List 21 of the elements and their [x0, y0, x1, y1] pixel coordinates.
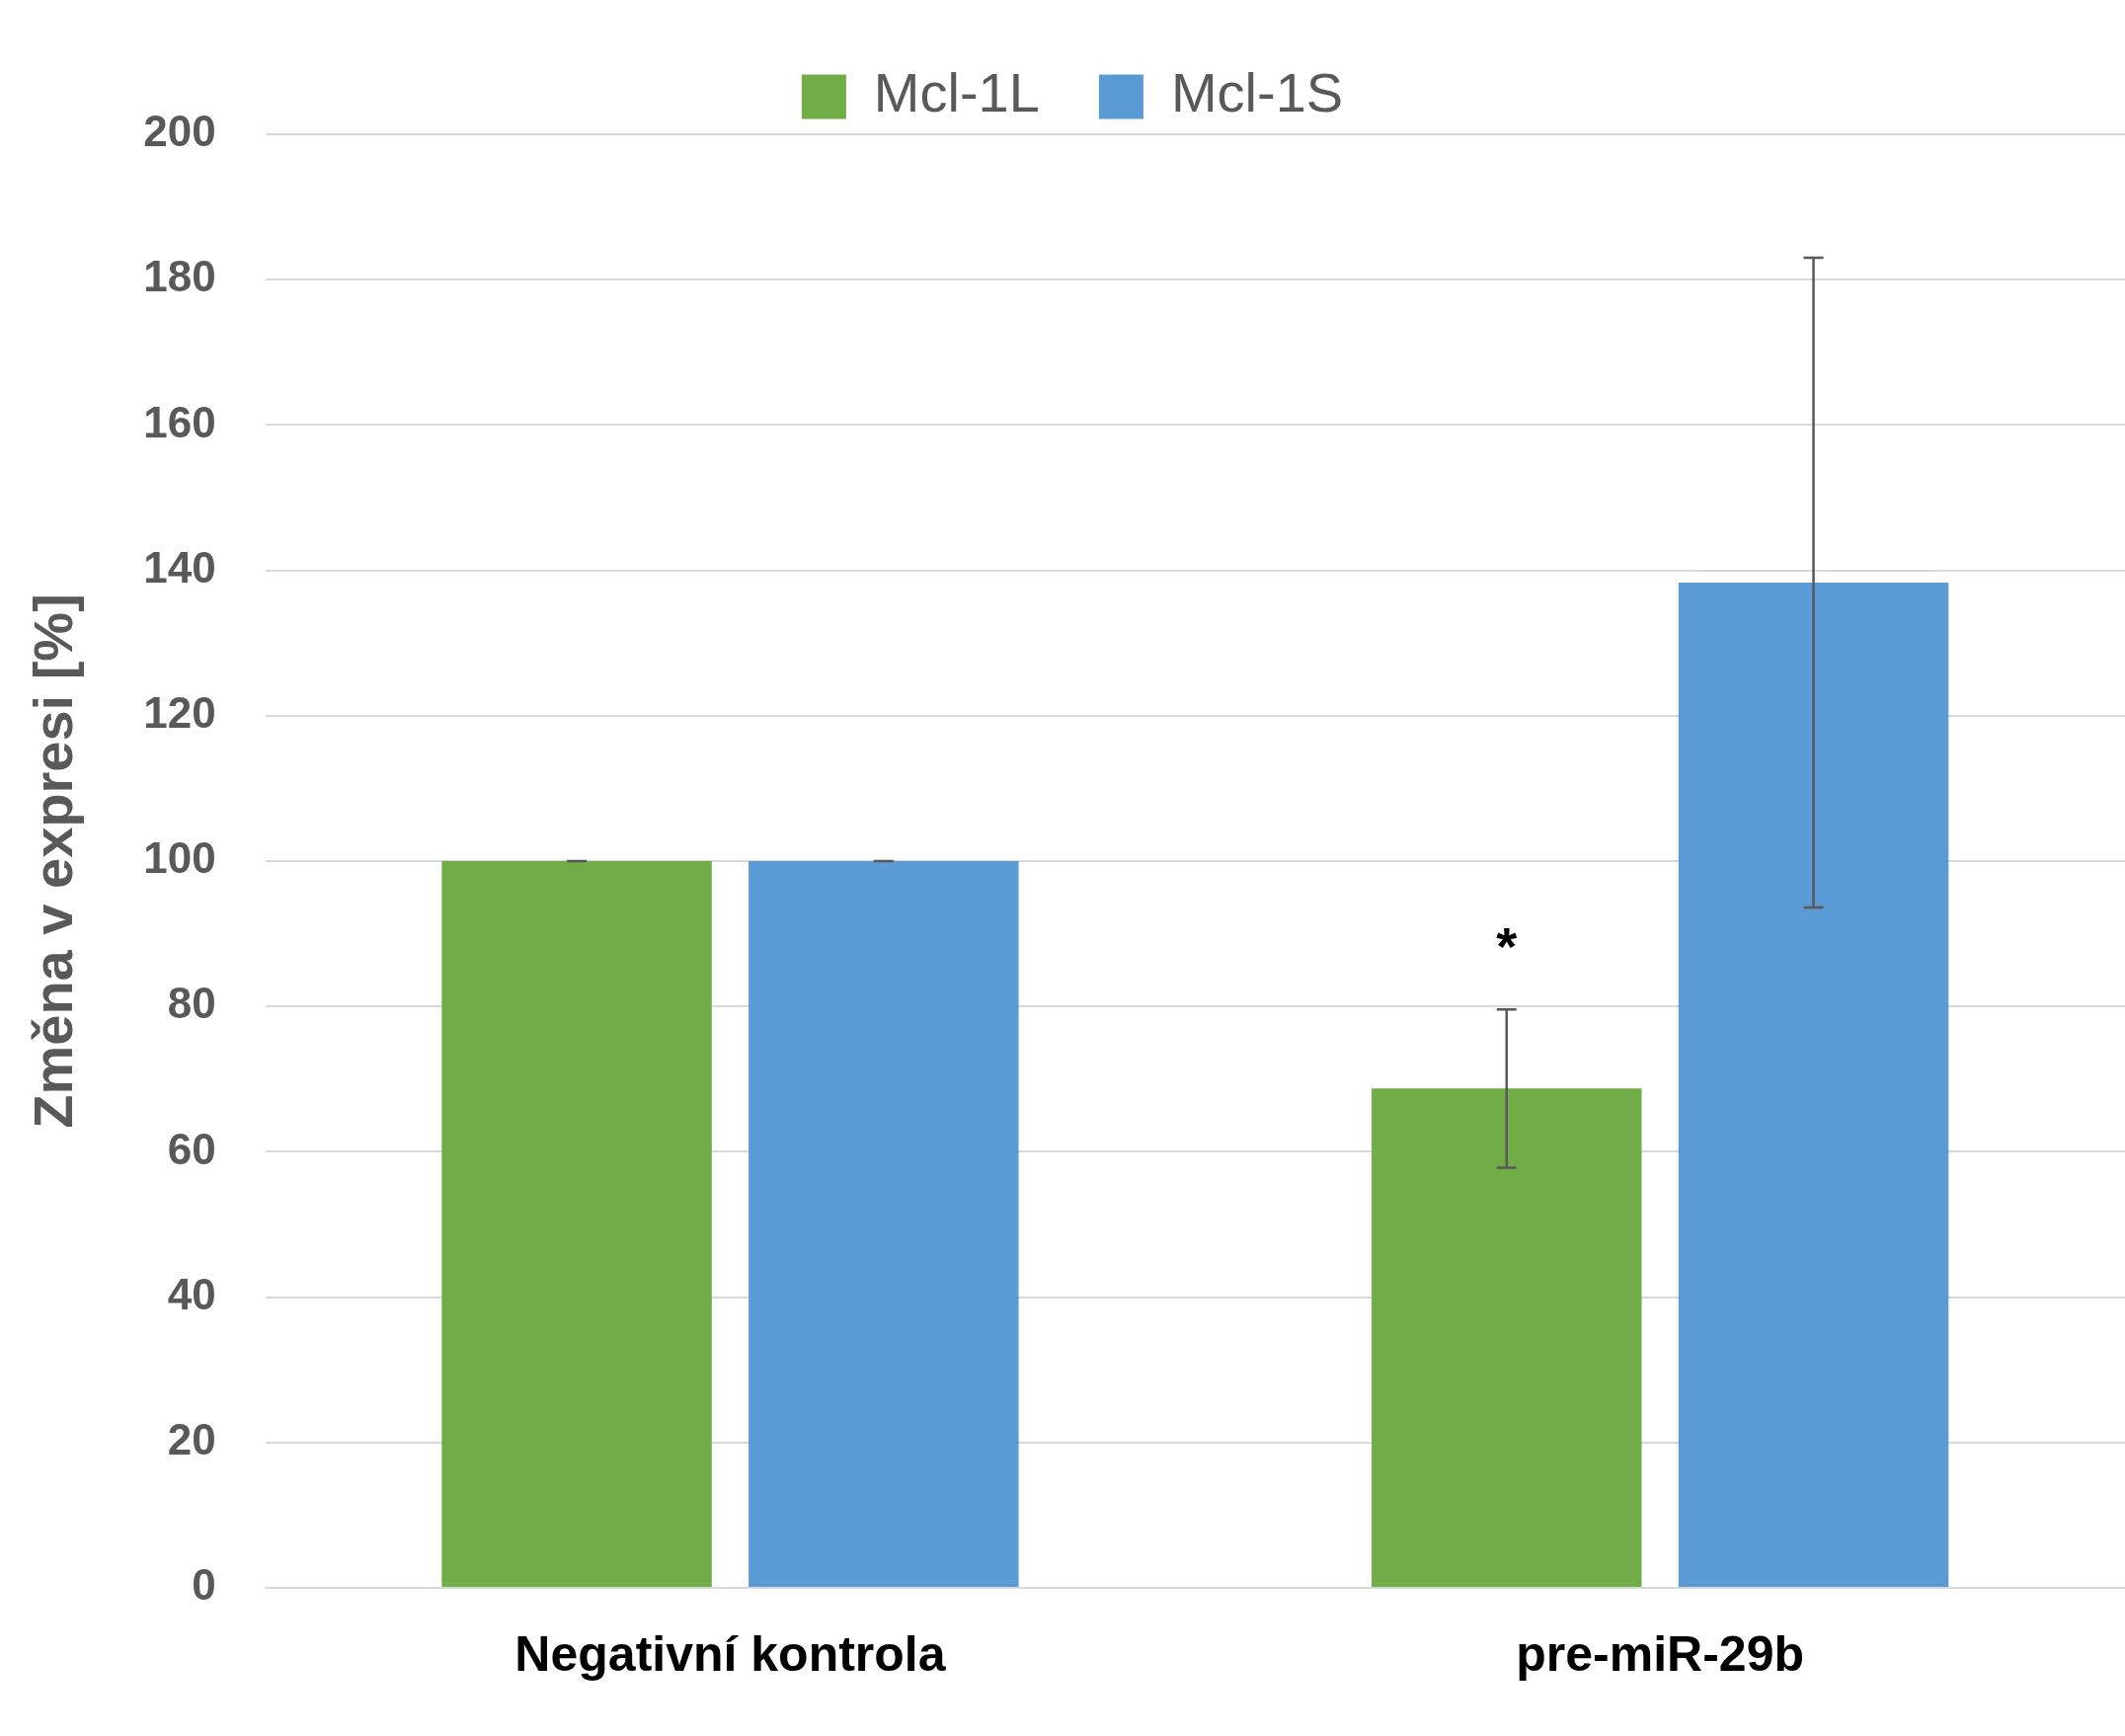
y-tick-label: 200 — [143, 107, 216, 156]
bar — [1372, 1088, 1642, 1587]
y-tick-label: 20 — [167, 1414, 216, 1463]
y-tick-label: 40 — [167, 1269, 216, 1318]
legend-label: Mcl-1S — [1170, 61, 1344, 124]
y-tick-label: 60 — [167, 1124, 216, 1173]
y-tick-label: 120 — [143, 687, 216, 737]
y-tick-label: 140 — [143, 542, 216, 592]
y-axis-title: Změna v expresi [%] — [22, 593, 85, 1129]
legend-label: Mcl-1L — [873, 61, 1040, 124]
bar — [748, 861, 1019, 1587]
bar — [441, 861, 712, 1587]
y-tick-label: 180 — [143, 252, 216, 301]
bar — [1678, 583, 1949, 1587]
x-tick-label: pre-miR-29b — [1516, 1625, 1805, 1682]
annotation: * — [1496, 916, 1518, 977]
x-tick-label: Negativní kontrola — [514, 1625, 947, 1682]
y-tick-label: 100 — [143, 833, 216, 883]
y-tick-label: 160 — [143, 397, 216, 446]
y-tick-label: 80 — [167, 979, 216, 1028]
y-tick-label: 0 — [192, 1560, 216, 1610]
